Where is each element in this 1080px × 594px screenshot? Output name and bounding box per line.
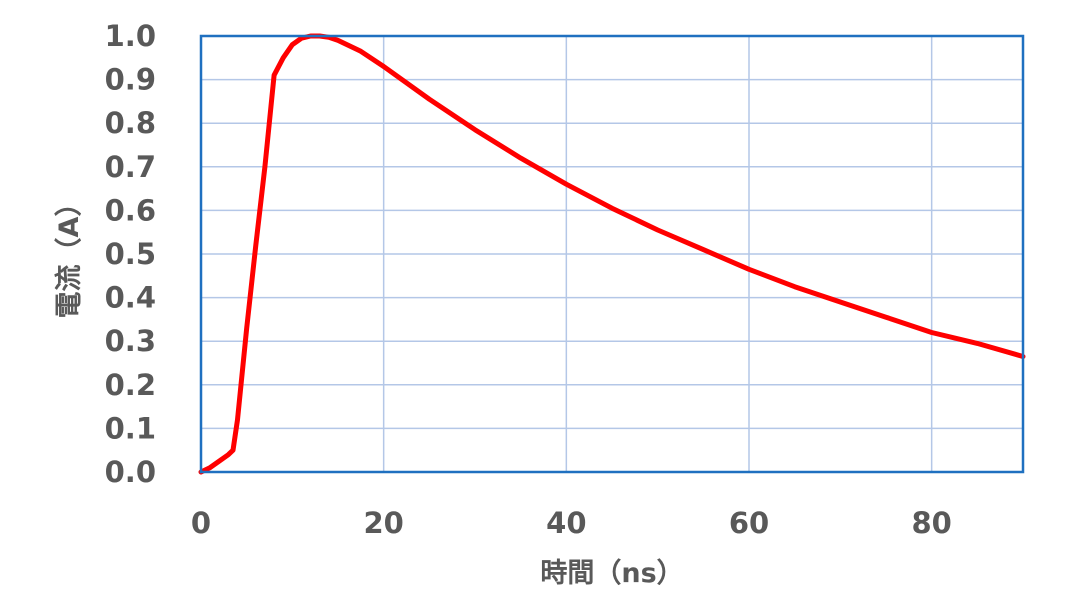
x-tick-label: 80 [911, 506, 951, 540]
y-tick-label: 0.2 [105, 368, 156, 402]
x-tick-label: 20 [363, 506, 403, 540]
y-tick-label: 0.9 [105, 63, 156, 97]
x-tick-label: 0 [191, 506, 211, 540]
x-tick-label: 40 [546, 506, 586, 540]
x-tick-label: 60 [729, 506, 769, 540]
y-tick-label: 0.4 [105, 281, 156, 315]
y-tick-label: 1.0 [105, 19, 156, 53]
y-tick-label: 0.0 [105, 455, 156, 489]
series-line [198, 33, 1026, 475]
y-tick-label: 0.3 [105, 324, 156, 358]
y-tick-label: 0.5 [105, 237, 156, 271]
y-axis-title: 電流（A） [54, 190, 85, 319]
grid-layer [200, 35, 1023, 473]
border-layer [199, 34, 1025, 474]
y-tick-labels: 0.0 0.1 0.2 0.3 0.4 0.5 0.6 0.7 0.8 0.9 1.0 [105, 19, 156, 489]
series-layer [198, 33, 1026, 475]
y-tick-label: 0.6 [105, 193, 156, 227]
plot-area-border [199, 34, 1025, 474]
y-tick-label: 0.1 [105, 411, 156, 445]
y-tick-label: 0.7 [105, 150, 156, 184]
x-axis-title: 時間（ns） [540, 558, 683, 589]
x-tick-labels: 0 20 40 60 80 [191, 506, 952, 540]
y-tick-label: 0.8 [105, 106, 156, 140]
